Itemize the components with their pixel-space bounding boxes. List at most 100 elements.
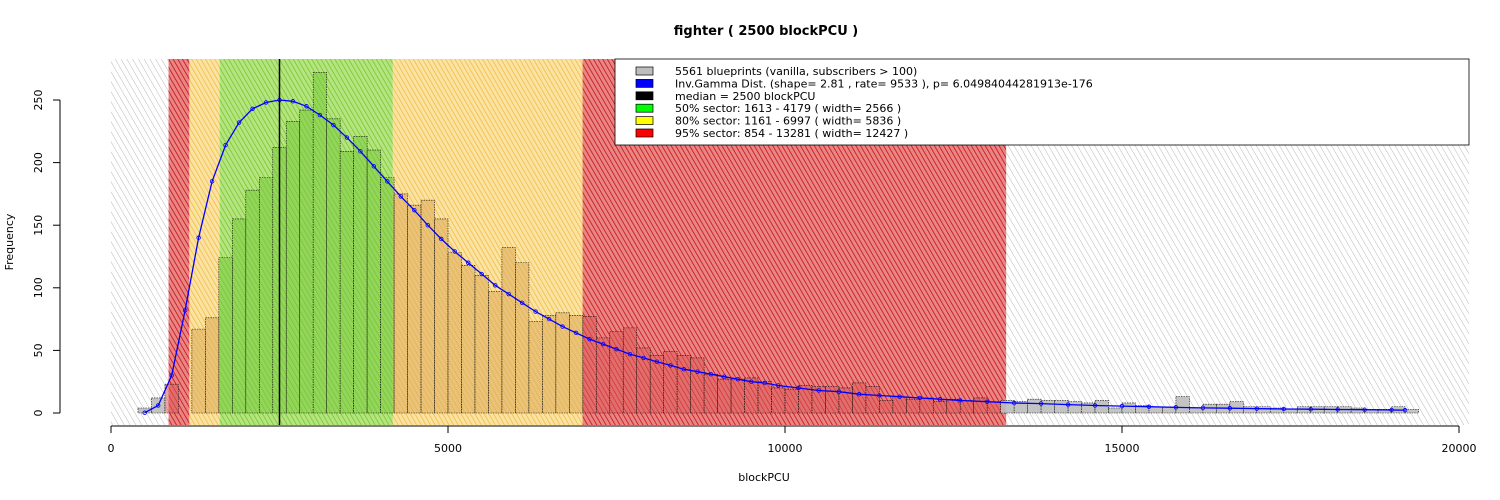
- histogram-bar: [784, 388, 799, 414]
- histogram-bar: [959, 400, 975, 414]
- x-tick-label: 0: [108, 442, 115, 455]
- legend-swatch: [635, 116, 654, 125]
- y-tick-label: 200: [32, 152, 45, 173]
- histogram-bar: [1148, 406, 1163, 414]
- legend-label: 5561 blueprints (vanilla, subscribers > …: [675, 65, 917, 78]
- histogram-bar: [892, 396, 907, 414]
- histogram-bar: [380, 177, 395, 414]
- density-point: [762, 380, 767, 386]
- density-point: [1335, 407, 1340, 412]
- histogram-bar: [1027, 398, 1042, 414]
- histogram-bar: [1162, 406, 1177, 414]
- density-point: [1065, 402, 1071, 407]
- density-point: [958, 398, 963, 403]
- density-curve-layer: [142, 97, 1408, 415]
- density-point: [1038, 401, 1044, 406]
- histogram-bar: [569, 315, 584, 414]
- x-tick-label: 15000: [1105, 442, 1140, 455]
- histogram-bar: [932, 401, 948, 414]
- density-point: [304, 104, 309, 109]
- density-point: [533, 309, 538, 314]
- legend-swatch: [635, 79, 654, 88]
- histogram-bar: [811, 386, 826, 414]
- y-tick-label: 100: [32, 277, 45, 298]
- density-point: [492, 283, 498, 288]
- histogram-bar: [906, 398, 921, 414]
- density-point: [209, 179, 215, 184]
- histogram-bar: [582, 316, 597, 414]
- histogram-bar: [407, 204, 422, 414]
- legend-box: [614, 58, 1470, 146]
- histogram-bar: [434, 218, 449, 414]
- x-axis-label: blockPCU: [738, 471, 790, 484]
- density-point: [142, 410, 147, 415]
- legend-label: median = 2500 blockPCU: [675, 90, 816, 103]
- density-point: [735, 376, 741, 382]
- density-point: [155, 403, 161, 408]
- histogram-bar: [420, 199, 435, 414]
- density-point: [614, 346, 619, 352]
- density-point: [344, 135, 350, 140]
- density-point: [1362, 407, 1367, 412]
- density-point: [897, 394, 902, 399]
- density-point: [600, 341, 606, 347]
- density-point: [223, 142, 228, 148]
- y-tick-label: 50: [32, 343, 45, 357]
- density-point: [385, 179, 390, 184]
- histogram-bar: [285, 120, 301, 414]
- density-point: [466, 260, 471, 265]
- histogram-bar: [1108, 407, 1123, 414]
- density-point: [816, 388, 821, 393]
- legend-label: 50% sector: 1613 - 4179 ( width= 2566 ): [675, 102, 901, 115]
- density-point: [1173, 405, 1179, 410]
- y-tick-label: 0: [32, 410, 45, 417]
- legend-swatch: [635, 128, 654, 138]
- histogram-bar: [461, 264, 476, 414]
- y-tick-label: 150: [32, 215, 45, 236]
- density-point: [937, 397, 943, 402]
- histogram-bar: [515, 262, 530, 414]
- density-point: [695, 369, 700, 374]
- density-point: [1389, 407, 1394, 413]
- histogram-bar: [717, 378, 732, 414]
- histogram-bar: [636, 347, 651, 414]
- histogram-bar: [798, 385, 813, 414]
- density-point: [358, 149, 363, 154]
- legend: 5561 blueprints (vanilla, subscribers > …: [614, 58, 1470, 146]
- density-point: [856, 392, 862, 397]
- histogram-bar: [1000, 400, 1015, 414]
- legend-swatch: [635, 91, 654, 101]
- histogram-bar: [676, 355, 691, 414]
- density-point: [1119, 403, 1125, 409]
- histogram-bar: [986, 401, 1001, 414]
- y-axis: 0 50 100 150 200 250: [32, 90, 61, 417]
- density-point: [560, 324, 565, 329]
- density-point: [668, 363, 673, 368]
- histogram-bar: [258, 177, 274, 414]
- density-point: [1308, 407, 1313, 412]
- x-tick-label: 5000: [434, 442, 462, 455]
- histogram-bar: [205, 317, 220, 414]
- histogram-bar: [1054, 400, 1069, 414]
- histogram-bar: [919, 397, 934, 414]
- x-tick-label: 20000: [1442, 442, 1477, 455]
- chart-title: fighter ( 2500 blockPCU ): [674, 24, 858, 39]
- density-point: [587, 336, 592, 342]
- histogram-bar: [555, 312, 570, 414]
- density-point: [1200, 405, 1206, 411]
- histogram-bar: [730, 378, 745, 414]
- histogram-bar: [1094, 400, 1109, 414]
- density-point: [331, 122, 336, 128]
- density-point: [196, 235, 201, 240]
- histogram-bar: [852, 382, 867, 414]
- density-point: [1092, 403, 1098, 408]
- density-point: [250, 106, 255, 111]
- histogram-bar: [1175, 396, 1190, 414]
- histogram-bar: [339, 151, 354, 414]
- y-tick-label: 250: [32, 90, 45, 111]
- histogram-bar: [312, 72, 327, 414]
- histogram-bar: [1296, 406, 1312, 414]
- histogram-bar: [326, 118, 341, 414]
- density-point: [776, 383, 781, 388]
